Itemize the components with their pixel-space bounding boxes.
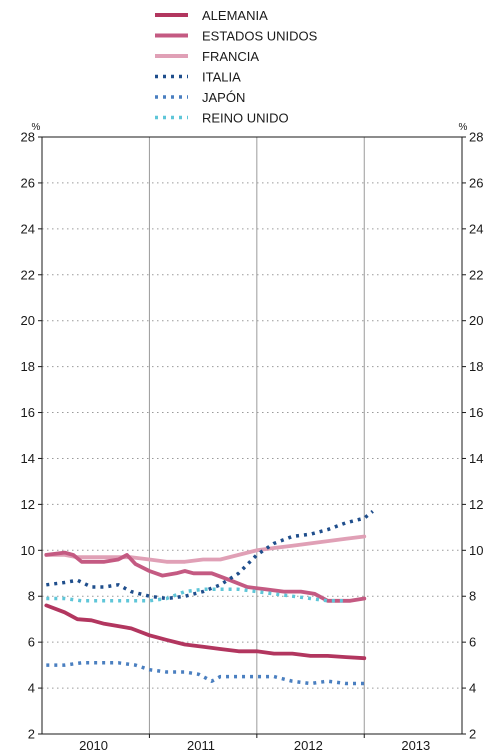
y-tick-label-right: 28 [469,130,483,145]
y-tick-label-left: 28 [21,130,35,145]
series-line-italia [46,509,374,601]
series-line-estados-unidos [44,550,367,603]
y-tick-label-right: 24 [469,221,483,236]
unit-label-left: % [32,122,41,133]
y-tick-label-right: 14 [469,451,483,466]
y-tick-label-left: 24 [21,221,35,236]
x-tick-label: 2010 [79,738,108,753]
y-tick-label-right: 12 [469,497,483,512]
x-axis: 2010 2011 2012 2013 [79,738,430,753]
series-lines [44,509,374,686]
y-tick-label-left: 4 [28,681,35,696]
y-tick-label-left: 10 [21,543,35,558]
x-tick-label: 2011 [187,738,215,753]
series-line-reino-unido [46,587,346,603]
legend-label: REINO UNIDO [202,111,289,126]
y-tick-label-left: 20 [21,313,35,328]
y-tick-label-right: 20 [469,313,483,328]
y-tick-label-left: 2 [28,727,35,742]
y-tick-label-right: 10 [469,543,483,558]
y-tick-label-left: 8 [28,589,35,604]
y-tick-label-left: 16 [21,405,35,420]
unit-label-right: % [459,122,468,133]
series-line-francia [44,534,367,564]
y-tick-label-right: 4 [469,681,476,696]
y-tick-label-right: 6 [469,635,476,650]
legend-label: ESTADOS UNIDOS [202,29,318,44]
y-tick-label-right: 16 [469,405,483,420]
legend: ALEMANIA ESTADOS UNIDOS FRANCIA ITALIA JAPÓN… [155,8,318,126]
plot-frame [41,136,463,735]
y-tick-label-left: 26 [21,175,35,190]
y-tick-label-left: 14 [21,451,35,466]
legend-label: FRANCIA [202,49,259,64]
y-tick-label-right: 18 [469,359,483,374]
y-tick-label-left: 12 [21,497,35,512]
y-tick-label-right: 2 [469,727,476,742]
y-tick-label-left: 6 [28,635,35,650]
year-separators [148,137,365,738]
gridlines [42,182,462,689]
legend-label: ITALIA [202,70,241,85]
series-line-alemania [44,603,367,661]
y-tick-label-right: 22 [469,267,483,282]
y-tick-label-left: 18 [21,359,35,374]
y-tick-label-left: 22 [21,267,35,282]
x-tick-label: 2013 [401,738,430,753]
legend-label: JAPÓN [202,90,245,105]
series-line-jap-n [46,661,365,686]
legend-label: ALEMANIA [202,8,268,23]
y-tick-label-right: 26 [469,175,483,190]
y-tick-label-right: 8 [469,589,476,604]
x-tick-label: 2012 [294,738,323,753]
